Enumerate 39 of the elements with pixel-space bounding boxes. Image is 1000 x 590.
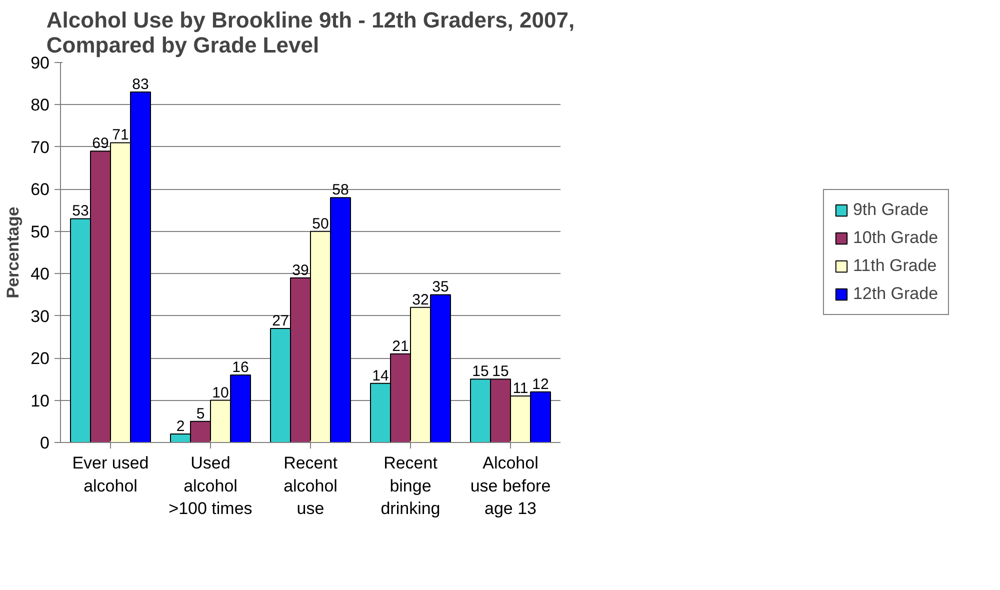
x-tick-label: Recent binge drinking <box>380 454 440 518</box>
data-label: 69 <box>92 135 109 152</box>
y-tick-label: 20 <box>30 349 50 368</box>
data-label: 11 <box>512 380 528 398</box>
legend-label: 11th Grade <box>852 256 937 276</box>
data-label: 58 <box>332 182 349 199</box>
data-label: 5 <box>196 405 205 422</box>
data-label: 16 <box>232 358 249 376</box>
data-label: 53 <box>72 202 89 220</box>
x-tick-label: Alcohol use before age 13 <box>470 454 551 518</box>
data-label: 12 <box>532 376 549 393</box>
y-tick-label: 10 <box>30 391 50 410</box>
legend-label: 12th Grade <box>852 284 938 304</box>
y-tick-label: 30 <box>30 306 50 326</box>
y-tick-label: 40 <box>30 264 50 284</box>
data-label: 71 <box>112 126 129 144</box>
data-label: 2 <box>176 418 185 436</box>
y-tick-label: 70 <box>30 138 50 157</box>
legend-label: 9th Grade <box>852 200 929 220</box>
data-label: 27 <box>272 312 289 330</box>
data-label: 10 <box>212 384 229 402</box>
x-tick-label: Recent alcohol use <box>284 454 338 518</box>
y-tick-label: 80 <box>30 96 50 115</box>
y-tick-label: 60 <box>30 180 50 200</box>
legend-label: 10th Grade <box>852 228 938 248</box>
data-label: 32 <box>412 291 429 308</box>
y-tick-label: 0 <box>40 434 50 452</box>
data-label: 39 <box>292 262 309 279</box>
x-tick-label: Used alcohol >100 times <box>168 454 252 518</box>
data-label: 14 <box>372 367 389 384</box>
data-label: 15 <box>472 363 489 380</box>
data-label: 35 <box>432 278 449 296</box>
x-tick-label: Ever used alcohol <box>72 454 149 496</box>
y-axis-title: Percentage <box>4 206 23 298</box>
data-label: 21 <box>392 338 409 355</box>
y-tick-label: 50 <box>30 222 50 242</box>
data-label: 15 <box>492 363 509 380</box>
data-label: 83 <box>132 76 149 94</box>
data-label: 50 <box>312 215 329 232</box>
